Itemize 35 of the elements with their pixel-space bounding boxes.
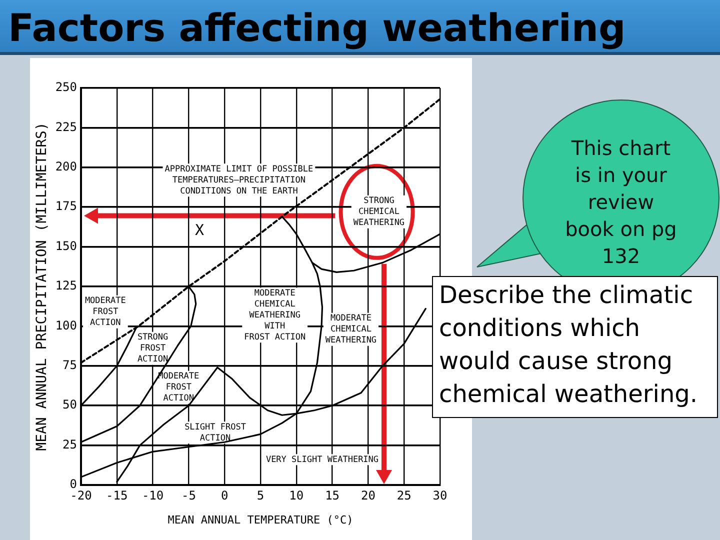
annotation: X [194,220,204,239]
x-tick-label: -5 [181,488,196,502]
y-tick-label: 175 [55,199,77,214]
annotation: STRONG CHEMICAL WEATHERING [353,196,405,228]
y-tick-label: 225 [55,120,77,134]
annotation: STRONG FROST ACTION [137,332,168,365]
annotation: MODERATE FROST ACTION [158,372,200,404]
text: This chart is in your review book on pg 132 [564,135,678,270]
x-tick-label: 30 [432,488,448,502]
x-tick-label: 5 [256,488,264,502]
annotation: MODERATE FROST ACTION [84,296,126,328]
x-tick-label: -10 [142,488,164,502]
x-tick-label: 25 [396,488,412,502]
x-tick-label: 10 [289,488,304,502]
y-axis-title: MEAN ANNUAL PRECIPITATION (MILLIMETERS) [34,122,50,451]
annotation: VERY SLIGHT WEATHERING [266,454,379,465]
annotation: Describe the climatic conditions which would cause strong chemical weathering. [432,276,718,418]
chart-title: Factors affecting weathering [8,6,626,50]
y-tick-label: 50 [62,398,77,412]
x-axis-title: MEAN ANNUAL TEMPERATURE (°C) [168,513,354,526]
x-tick-label: 0 [220,488,228,502]
y-tick-label: 125 [55,278,77,293]
annotation: APPROXIMATE LIMIT OF POSSIBLE TEMPERATURES–PRECIPITATION CONDITIONS ON THE EARTH [164,164,314,196]
x-tick-label: 15 [325,488,340,502]
y-tick-label: 100 [55,318,77,332]
y-tick-label: 250 [55,80,77,94]
y-tick-label: 75 [62,358,77,372]
annotation: SLIGHT FROST ACTION [184,422,246,444]
y-tick-label: 200 [55,160,77,174]
x-tick-label: -15 [106,488,128,502]
y-tick-label: 25 [62,437,77,452]
annotation: MODERATE CHEMICAL WEATHERING [325,314,377,346]
y-tick-label: 150 [55,238,77,253]
x-tick-label: 20 [360,488,376,502]
annotation: MODERATE CHEMICAL WEATHERING WITH FROST ACTION [244,288,306,342]
